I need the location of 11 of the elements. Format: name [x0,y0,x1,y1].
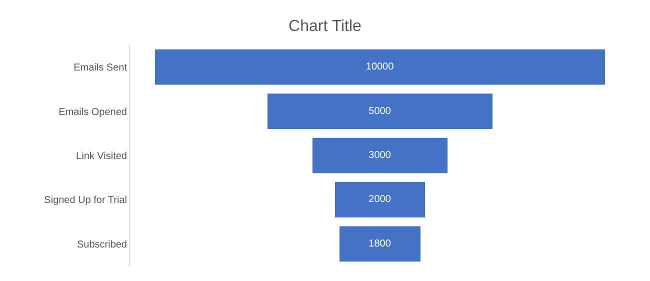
data-label: 2000 [368,194,392,206]
data-label: 3000 [368,150,392,161]
text: Chart Title [288,18,362,35]
category-label: Signed Up for Trial [44,195,127,206]
category-label: Emails Opened [58,106,127,118]
data-label: 5000 [368,106,392,117]
data-label: 10000 [366,62,394,73]
data-label: 1800 [368,238,392,250]
category-label: Subscribed [76,239,127,250]
category-label: Link Visited [76,151,127,162]
category-label: Emails Sent [74,62,128,74]
